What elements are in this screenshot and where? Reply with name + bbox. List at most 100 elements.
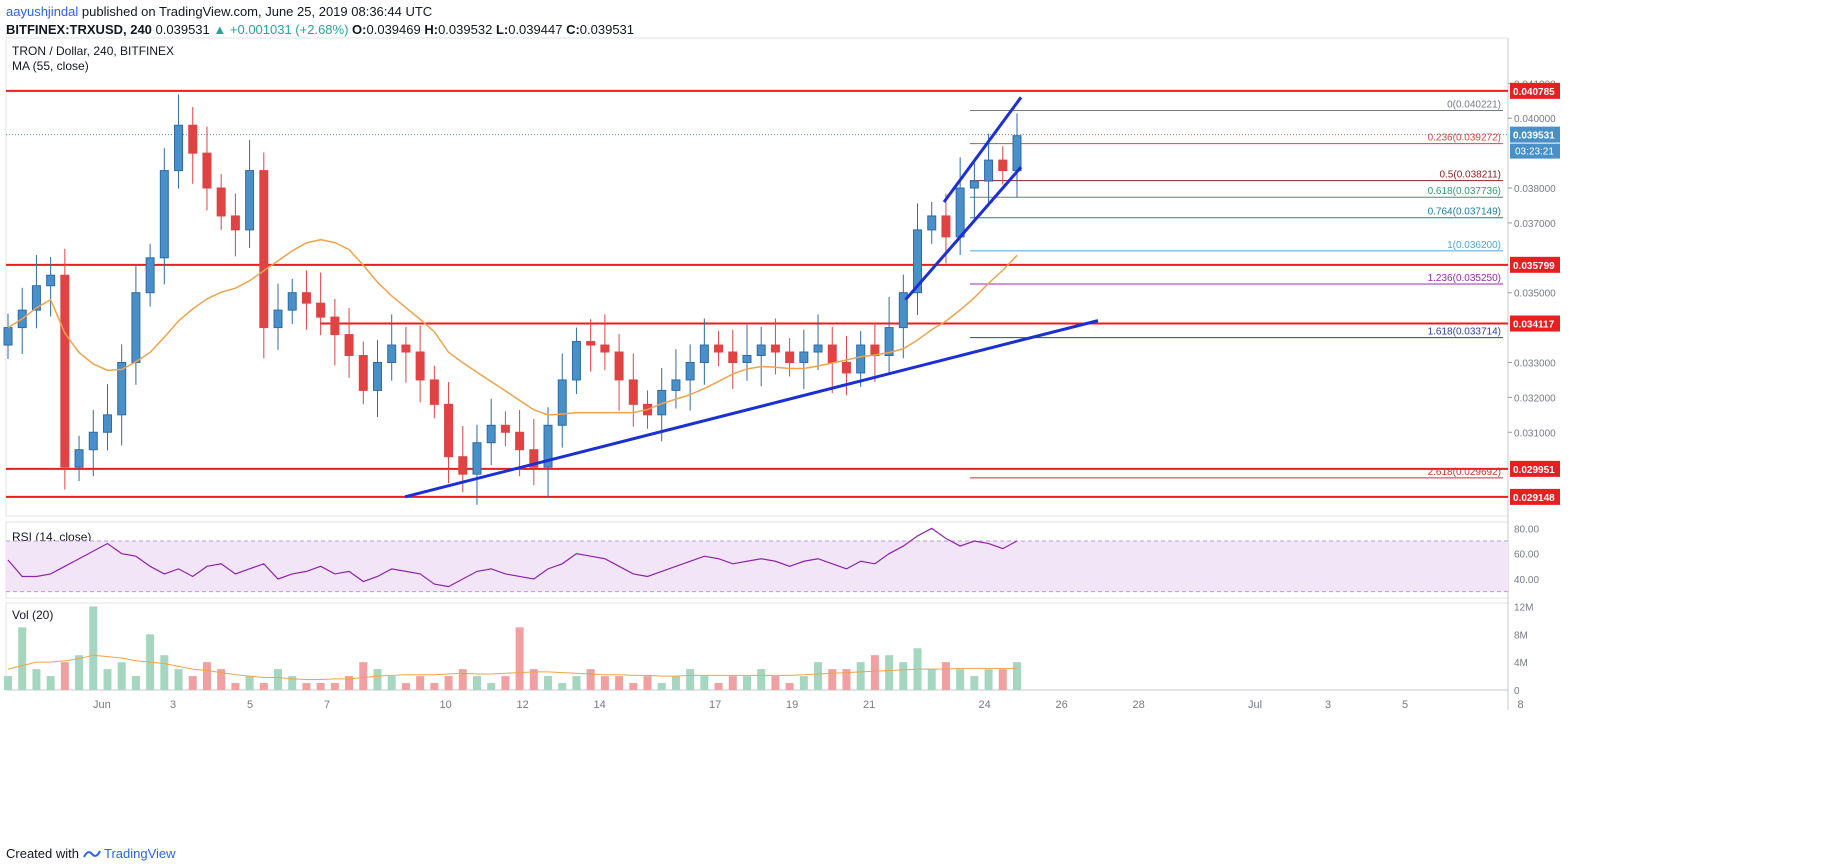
candle-body[interactable] — [785, 351, 795, 363]
candle-body[interactable] — [486, 424, 496, 444]
candle-body[interactable] — [998, 159, 1008, 172]
candle-body[interactable] — [898, 292, 908, 329]
candle-body[interactable] — [202, 152, 212, 189]
volume-bar — [771, 676, 780, 690]
volume-title: Vol (20) — [12, 608, 53, 622]
candle-body[interactable] — [387, 344, 397, 363]
candle-body[interactable] — [429, 379, 439, 405]
candle-body[interactable] — [699, 344, 709, 363]
price-change: ▲ +0.001031 (+2.68%) — [213, 22, 349, 37]
candle-body[interactable] — [571, 341, 581, 381]
volume-bar — [401, 683, 410, 690]
candle-body[interactable] — [273, 309, 283, 329]
candle-body[interactable] — [856, 344, 866, 374]
candle-body[interactable] — [174, 124, 184, 172]
candle-body[interactable] — [984, 159, 994, 182]
candle-body[interactable] — [813, 344, 823, 353]
candle-body[interactable] — [884, 327, 894, 357]
candle-body[interactable] — [301, 292, 311, 304]
candle-body[interactable] — [159, 170, 169, 259]
volume-bar — [643, 676, 652, 690]
candle-body[interactable] — [131, 292, 141, 363]
ma-indicator-label: MA (55, close) — [12, 59, 89, 73]
volume-bar — [359, 662, 368, 690]
volume-bar — [75, 655, 84, 690]
level-price-tag — [1510, 488, 1560, 505]
candle-body[interactable] — [117, 361, 127, 416]
candle-body[interactable] — [529, 449, 539, 468]
candle-body[interactable] — [628, 379, 638, 405]
x-tick-label: Jul — [1248, 699, 1262, 711]
candle-body[interactable] — [358, 355, 368, 391]
candle-body[interactable] — [927, 215, 937, 231]
candle-body[interactable] — [770, 344, 780, 353]
candle-body[interactable] — [74, 449, 84, 468]
level-price-tag — [1510, 256, 1560, 273]
candle-body[interactable] — [600, 344, 610, 353]
candle-body[interactable] — [472, 442, 482, 475]
close-value: 0.039531 — [579, 22, 635, 37]
candle-body[interactable] — [714, 344, 724, 353]
candle-body[interactable] — [955, 187, 965, 238]
trendline[interactable] — [904, 166, 1023, 301]
trendline[interactable] — [404, 319, 1099, 499]
rsi-band — [6, 541, 1508, 592]
volume-bar — [785, 683, 794, 690]
x-tick-label: 28 — [1133, 699, 1145, 711]
candle-body[interactable] — [557, 379, 567, 426]
candle-body[interactable] — [31, 285, 41, 311]
candle-body[interactable] — [145, 257, 155, 294]
level-price-label: 0.040785 — [1513, 87, 1555, 98]
candle-body[interactable] — [287, 292, 297, 311]
candle-body[interactable] — [458, 456, 468, 475]
candle-body[interactable] — [188, 124, 198, 154]
candle-body[interactable] — [941, 215, 951, 238]
candle-body[interactable] — [913, 229, 923, 294]
candle-body[interactable] — [102, 414, 112, 433]
volume-bar — [472, 676, 481, 690]
candle-body[interactable] — [799, 351, 809, 363]
volume-bar — [572, 676, 581, 690]
candle-body[interactable] — [401, 344, 411, 353]
candle-body[interactable] — [671, 379, 681, 391]
candle-body[interactable] — [827, 344, 837, 363]
candle-body[interactable] — [88, 431, 98, 451]
volume-bar — [657, 683, 666, 690]
candle-body[interactable] — [259, 170, 269, 329]
candle-body[interactable] — [586, 341, 596, 346]
trendline[interactable] — [942, 96, 1023, 203]
candle-body[interactable] — [500, 424, 510, 433]
candle-body[interactable] — [1012, 135, 1022, 172]
tradingview-link[interactable]: TradingView — [83, 846, 176, 861]
volume-bar — [842, 669, 851, 690]
candle-body[interactable] — [415, 351, 425, 381]
candle-body[interactable] — [841, 361, 851, 374]
candle-body[interactable] — [969, 180, 979, 189]
volume-bar — [544, 676, 553, 690]
volume-bar — [444, 676, 453, 690]
candle-body[interactable] — [330, 316, 340, 336]
volume-bar — [700, 676, 709, 690]
candle-body[interactable] — [245, 170, 255, 231]
candle-body[interactable] — [316, 302, 326, 318]
candle-body[interactable] — [3, 327, 13, 346]
candle-body[interactable] — [216, 187, 226, 217]
volume-bar — [458, 669, 467, 690]
author-link[interactable]: aayushjindal — [6, 4, 79, 19]
fibonacci-level-label: 0.764(0.037149) — [1428, 207, 1501, 218]
candle-body[interactable] — [46, 274, 56, 287]
candle-body[interactable] — [230, 215, 240, 231]
candle-body[interactable] — [543, 424, 553, 468]
candle-body[interactable] — [685, 361, 695, 381]
candle-body[interactable] — [60, 274, 70, 468]
candle-body[interactable] — [344, 334, 354, 357]
candle-body[interactable] — [756, 344, 766, 357]
candle-body[interactable] — [444, 403, 454, 458]
volume-bar — [970, 676, 979, 690]
candle-body[interactable] — [372, 361, 382, 391]
candle-body[interactable] — [515, 431, 525, 451]
candle-body[interactable] — [728, 351, 738, 363]
candle-body[interactable] — [614, 351, 624, 381]
candle-body[interactable] — [742, 355, 752, 363]
